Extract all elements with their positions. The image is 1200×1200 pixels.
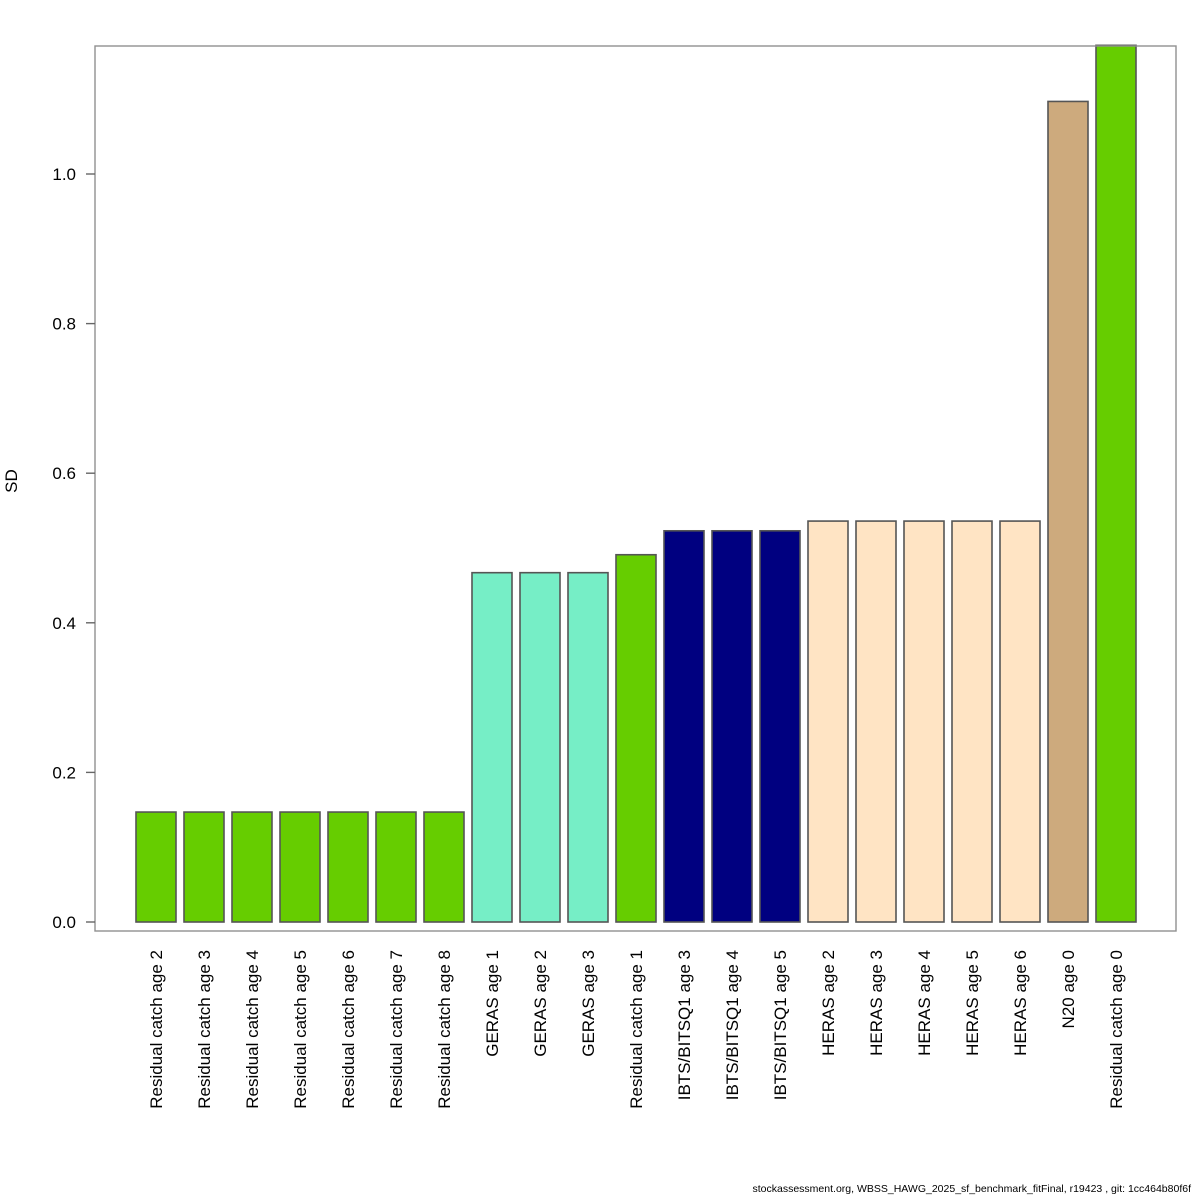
bar [423, 811, 465, 923]
bar [327, 811, 369, 923]
y-axis: 0.0 0.2 0.4 0.6 0.8 1.0 [52, 165, 95, 932]
x-axis-label: Residual catch age 8 [435, 950, 454, 1109]
x-axis-label: HERAS age 3 [867, 950, 886, 1056]
y-tick-label: 0.0 [52, 913, 76, 932]
bar [951, 520, 993, 923]
x-axis-label: GERAS age 2 [531, 950, 550, 1057]
y-tick-label: 1.0 [52, 165, 76, 184]
y-tick-label: 0.8 [52, 315, 76, 334]
y-tick-label: 0.2 [52, 763, 76, 782]
bars-group [135, 44, 1137, 923]
bar [759, 529, 801, 923]
bar [855, 520, 897, 923]
x-axis-label: Residual catch age 1 [627, 950, 646, 1109]
x-axis-label: IBTS/BITSQ1 age 4 [723, 950, 742, 1100]
bar [279, 811, 321, 923]
x-axis-label: GERAS age 3 [579, 950, 598, 1057]
bar [375, 811, 417, 923]
bar [567, 571, 609, 923]
bar [1047, 100, 1089, 923]
bar [663, 529, 705, 923]
x-axis-label: GERAS age 1 [483, 950, 502, 1057]
bar [1095, 44, 1137, 923]
x-axis-label: Residual catch age 6 [339, 950, 358, 1109]
x-axis-label: Residual catch age 3 [195, 950, 214, 1109]
x-axis-labels: Residual catch age 2 Residual catch age 3… [147, 950, 1126, 1109]
x-axis-label: HERAS age 4 [915, 950, 934, 1056]
bar [183, 811, 225, 923]
x-axis-label: IBTS/BITSQ1 age 3 [675, 950, 694, 1100]
bar [711, 529, 753, 923]
x-axis-label: IBTS/BITSQ1 age 5 [771, 950, 790, 1100]
x-axis-label: HERAS age 6 [1011, 950, 1030, 1056]
bar [231, 811, 273, 923]
footer-caption: stockassessment.org, WBSS_HAWG_2025_sf_b… [753, 1183, 1192, 1195]
y-axis-title: SD [2, 469, 21, 493]
x-axis-label: Residual catch age 0 [1107, 950, 1126, 1109]
x-axis-label: Residual catch age 5 [291, 950, 310, 1109]
plot-border [94, 45, 1177, 932]
bar [135, 811, 177, 923]
x-axis-label: HERAS age 2 [819, 950, 838, 1056]
x-axis-label: Residual catch age 2 [147, 950, 166, 1109]
x-axis-label: HERAS age 5 [963, 950, 982, 1056]
x-axis-label: Residual catch age 7 [387, 950, 406, 1109]
bar [471, 571, 513, 923]
x-axis-label: Residual catch age 4 [243, 950, 262, 1109]
bar [807, 520, 849, 923]
y-tick-label: 0.4 [52, 614, 76, 633]
bar [615, 553, 657, 923]
bar [903, 520, 945, 923]
y-tick-label: 0.6 [52, 464, 76, 483]
x-axis-label: N20 age 0 [1059, 950, 1078, 1028]
bar [999, 520, 1041, 923]
bar [519, 571, 561, 923]
